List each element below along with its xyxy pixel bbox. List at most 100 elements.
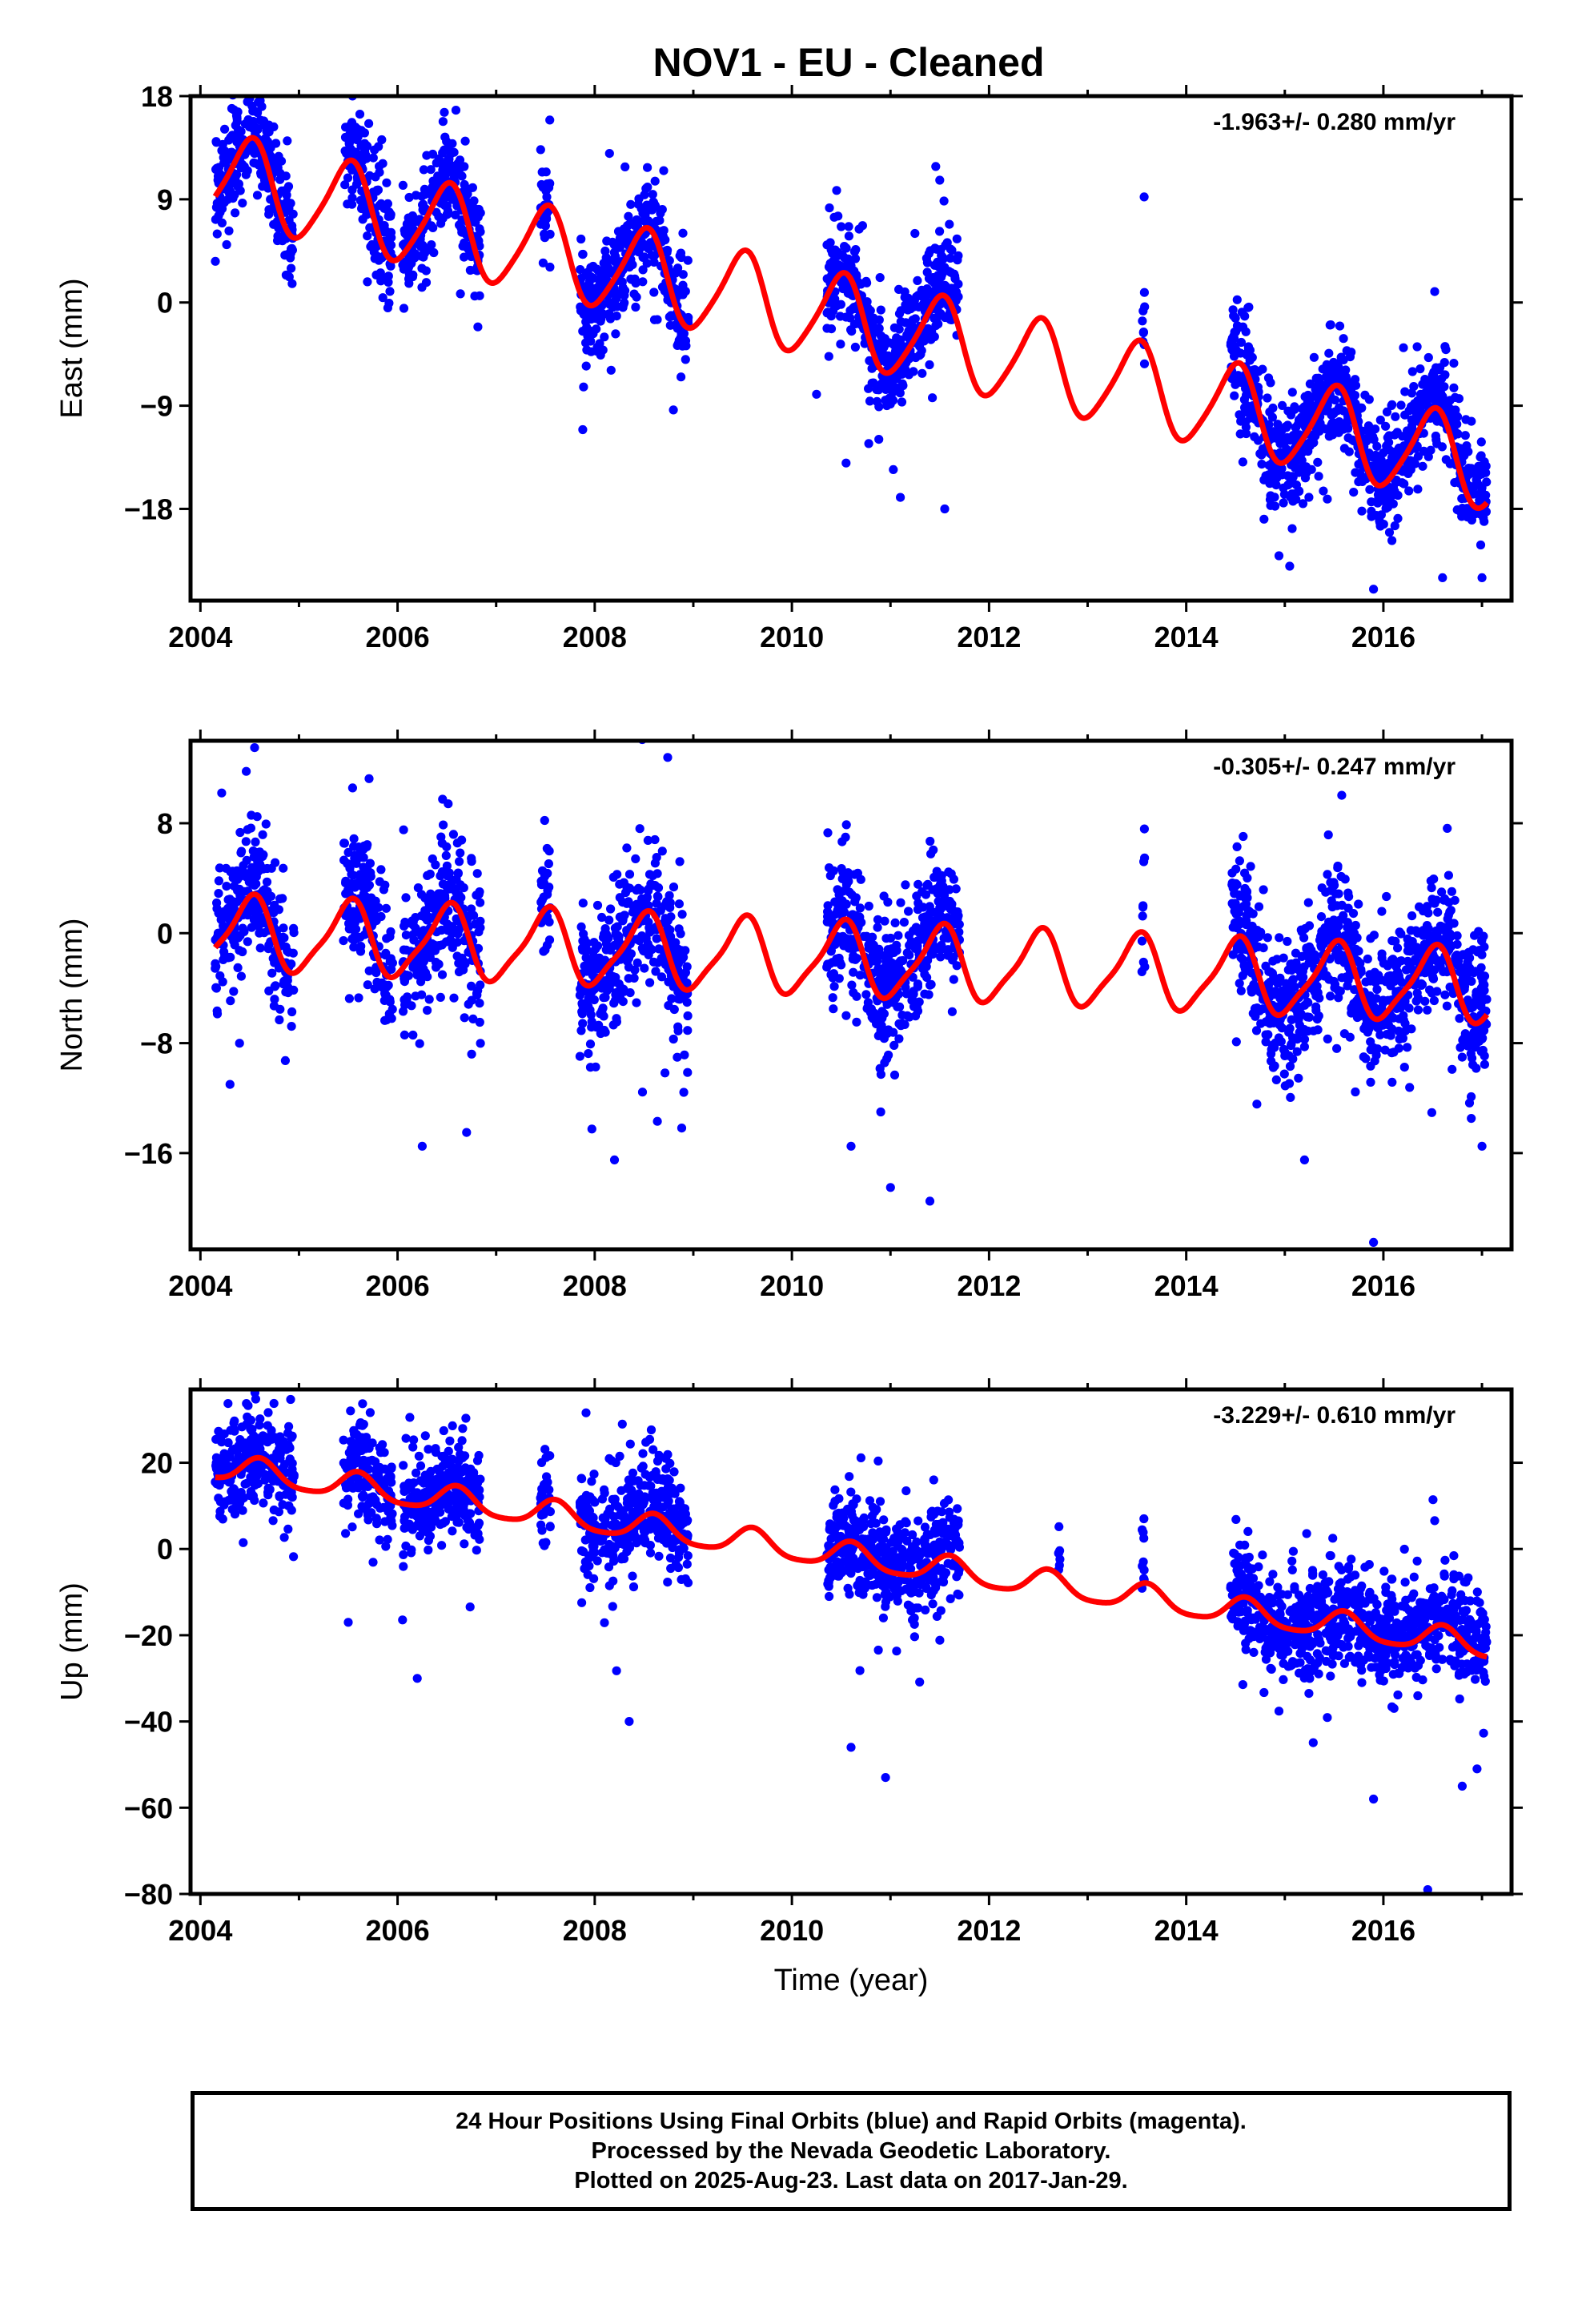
data-point [1337,900,1347,910]
data-point [374,142,383,151]
data-point [1270,990,1279,999]
data-point [1242,350,1251,360]
data-point [642,892,652,903]
data-point [545,262,555,272]
data-point [935,227,945,236]
data-point [1373,1023,1383,1033]
data-point [1323,494,1332,504]
data-point [1227,868,1237,878]
data-point [933,888,942,899]
data-point [1328,430,1338,440]
data-point [1366,934,1375,943]
data-point [1230,391,1239,400]
data-point [1467,1114,1476,1124]
data-point [1294,468,1304,477]
data-point [1314,472,1323,481]
data-point [577,943,588,953]
data-point [1265,977,1275,987]
data-point [1240,964,1250,974]
plot-area-east [211,74,1492,594]
data-point [460,238,469,247]
data-point [608,971,618,982]
data-point [1291,422,1301,432]
data-point [1304,493,1314,502]
data-point [632,958,642,967]
data-point [1440,370,1450,380]
data-point [475,1017,484,1027]
data-point [604,933,613,943]
data-point [1248,986,1258,995]
data-point [1248,909,1258,919]
data-point [289,928,299,938]
data-point [226,187,235,196]
data-point [1480,462,1489,472]
data-point [639,215,648,225]
data-point [1400,410,1410,420]
data-point [1315,376,1324,385]
data-point [459,965,468,975]
data-point [224,226,234,235]
data-point [1335,426,1345,436]
data-point [1393,513,1403,524]
data-point [864,439,873,448]
data-point [451,210,460,219]
data-point [351,933,360,943]
data-point [1285,1023,1295,1033]
data-point [246,74,255,82]
data-point [632,935,642,944]
data-point [400,1030,409,1039]
data-point [835,312,845,321]
data-point [469,196,479,206]
data-point [217,146,227,155]
data-point [1323,369,1332,379]
data-point [1404,486,1414,496]
data-point [632,998,641,1007]
data-point [874,435,884,444]
data-point [381,903,391,913]
data-point [1274,551,1284,561]
data-point [1278,435,1287,445]
data-point [237,846,247,856]
data-point [841,941,850,951]
data-point [1377,907,1387,916]
data-point [1392,428,1402,437]
data-point [1453,429,1463,439]
data-point [608,872,618,882]
data-point [954,279,963,289]
outlier-point [659,166,669,175]
data-point [374,255,383,265]
data-point [1263,373,1274,383]
data-point [1279,498,1288,508]
panel-east: 2004 2006 2008 2010 2012 2014 20161890−9−18Eas… [55,74,1523,653]
data-point [450,171,460,181]
data-point [355,852,365,862]
data-point [918,963,928,974]
data-point [476,1039,485,1048]
data-point [1417,979,1427,989]
data-point [233,963,243,972]
data-point [1253,382,1263,392]
data-point [934,271,943,280]
data-point [1394,1043,1403,1053]
data-point [952,234,962,243]
data-point [1463,513,1472,522]
data-point [1446,906,1456,915]
data-point [1476,437,1486,447]
data-point [279,932,288,942]
data-point [622,883,632,892]
data-point [1377,953,1387,963]
data-point [900,287,909,297]
data-point [346,144,355,154]
data-point [230,882,239,891]
data-point [1427,966,1436,975]
data-point [947,284,957,295]
data-point [1428,372,1438,381]
data-point [906,937,916,947]
data-point [927,326,937,336]
data-point [1236,986,1246,995]
data-point [453,868,463,878]
data-point [399,304,409,313]
outlier-point [885,1183,895,1192]
data-point [1390,521,1399,531]
data-point [822,324,832,333]
